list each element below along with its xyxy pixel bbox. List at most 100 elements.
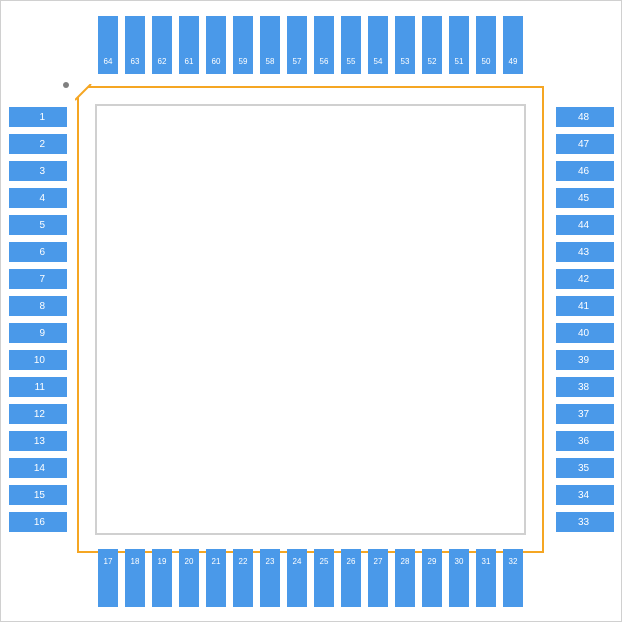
pin-27: 27 bbox=[368, 549, 388, 607]
pin-44: 44 bbox=[556, 215, 614, 235]
pin-19: 19 bbox=[152, 549, 172, 607]
pin-2: 2 bbox=[9, 134, 67, 154]
pin-label: 21 bbox=[212, 557, 221, 566]
pin-34: 34 bbox=[556, 485, 614, 505]
pin-36: 36 bbox=[556, 431, 614, 451]
pin-14: 14 bbox=[9, 458, 67, 478]
pin-label: 7 bbox=[39, 274, 45, 285]
pin-label: 27 bbox=[374, 557, 383, 566]
pin-label: 4 bbox=[39, 193, 45, 204]
pin-61: 61 bbox=[179, 16, 199, 74]
pin-label: 48 bbox=[578, 112, 589, 123]
pin-11: 11 bbox=[9, 377, 67, 397]
pin-label: 57 bbox=[293, 57, 302, 66]
pin-label: 46 bbox=[578, 166, 589, 177]
pin-label: 28 bbox=[401, 557, 410, 566]
pin-29: 29 bbox=[422, 549, 442, 607]
pin-label: 16 bbox=[34, 517, 45, 528]
pin-label: 36 bbox=[578, 436, 589, 447]
pin-5: 5 bbox=[9, 215, 67, 235]
pin-37: 37 bbox=[556, 404, 614, 424]
pin-label: 40 bbox=[578, 328, 589, 339]
pin-label: 38 bbox=[578, 382, 589, 393]
pin-46: 46 bbox=[556, 161, 614, 181]
pin-55: 55 bbox=[341, 16, 361, 74]
pin-label: 15 bbox=[34, 490, 45, 501]
pin1-marker-dot bbox=[63, 82, 69, 88]
pin-51: 51 bbox=[449, 16, 469, 74]
pin-40: 40 bbox=[556, 323, 614, 343]
pin-label: 53 bbox=[401, 57, 410, 66]
pin-21: 21 bbox=[206, 549, 226, 607]
pin-64: 64 bbox=[98, 16, 118, 74]
pin-label: 35 bbox=[578, 463, 589, 474]
pin-53: 53 bbox=[395, 16, 415, 74]
pin-6: 6 bbox=[9, 242, 67, 262]
pin-label: 14 bbox=[34, 463, 45, 474]
pin-label: 51 bbox=[455, 57, 464, 66]
pin-label: 54 bbox=[374, 57, 383, 66]
pin-3: 3 bbox=[9, 161, 67, 181]
pin-label: 37 bbox=[578, 409, 589, 420]
pin-42: 42 bbox=[556, 269, 614, 289]
pin-38: 38 bbox=[556, 377, 614, 397]
pin-label: 24 bbox=[293, 557, 302, 566]
pin-31: 31 bbox=[476, 549, 496, 607]
pin-9: 9 bbox=[9, 323, 67, 343]
pin-49: 49 bbox=[503, 16, 523, 74]
pin-label: 11 bbox=[35, 382, 45, 393]
pin-label: 2 bbox=[39, 139, 45, 150]
pin-59: 59 bbox=[233, 16, 253, 74]
package-body-inner bbox=[95, 104, 526, 535]
pin-label: 17 bbox=[104, 557, 113, 566]
pin-label: 23 bbox=[266, 557, 275, 566]
pin-label: 60 bbox=[212, 57, 221, 66]
pin-label: 43 bbox=[578, 247, 589, 258]
pin-12: 12 bbox=[9, 404, 67, 424]
pin-56: 56 bbox=[314, 16, 334, 74]
pin-32: 32 bbox=[503, 549, 523, 607]
pin-43: 43 bbox=[556, 242, 614, 262]
pin-1: 1 bbox=[9, 107, 67, 127]
pin-label: 10 bbox=[34, 355, 45, 366]
pin-label: 45 bbox=[578, 193, 589, 204]
pin-60: 60 bbox=[206, 16, 226, 74]
pin-label: 26 bbox=[347, 557, 356, 566]
pin-28: 28 bbox=[395, 549, 415, 607]
pin-24: 24 bbox=[287, 549, 307, 607]
pin-10: 10 bbox=[9, 350, 67, 370]
pin-label: 64 bbox=[104, 57, 113, 66]
pin-17: 17 bbox=[98, 549, 118, 607]
pin-26: 26 bbox=[341, 549, 361, 607]
pin-58: 58 bbox=[260, 16, 280, 74]
pin-30: 30 bbox=[449, 549, 469, 607]
pin-label: 25 bbox=[320, 557, 329, 566]
pin-label: 59 bbox=[239, 57, 248, 66]
pin-label: 30 bbox=[455, 557, 464, 566]
pin-label: 8 bbox=[39, 301, 45, 312]
pin-label: 22 bbox=[239, 557, 248, 566]
pin-label: 47 bbox=[578, 139, 589, 150]
pin-label: 42 bbox=[578, 274, 589, 285]
pin-label: 9 bbox=[39, 328, 45, 339]
pin-label: 1 bbox=[39, 112, 45, 123]
pin-label: 20 bbox=[185, 557, 194, 566]
pin-label: 19 bbox=[158, 557, 167, 566]
pin-13: 13 bbox=[9, 431, 67, 451]
pin1-chamfer bbox=[75, 84, 95, 104]
pin-label: 18 bbox=[131, 557, 140, 566]
pin-57: 57 bbox=[287, 16, 307, 74]
pin-label: 55 bbox=[347, 57, 356, 66]
pin-label: 32 bbox=[509, 557, 518, 566]
pin-label: 41 bbox=[578, 301, 589, 312]
pin-label: 44 bbox=[578, 220, 589, 231]
pin-16: 16 bbox=[9, 512, 67, 532]
pin-label: 34 bbox=[578, 490, 589, 501]
pin-label: 13 bbox=[34, 436, 45, 447]
pin-label: 63 bbox=[131, 57, 140, 66]
pin-15: 15 bbox=[9, 485, 67, 505]
pin-4: 4 bbox=[9, 188, 67, 208]
pin-7: 7 bbox=[9, 269, 67, 289]
pin-33: 33 bbox=[556, 512, 614, 532]
ic-footprint-diagram: 1234567891011121314151648474645444342414… bbox=[0, 0, 622, 622]
